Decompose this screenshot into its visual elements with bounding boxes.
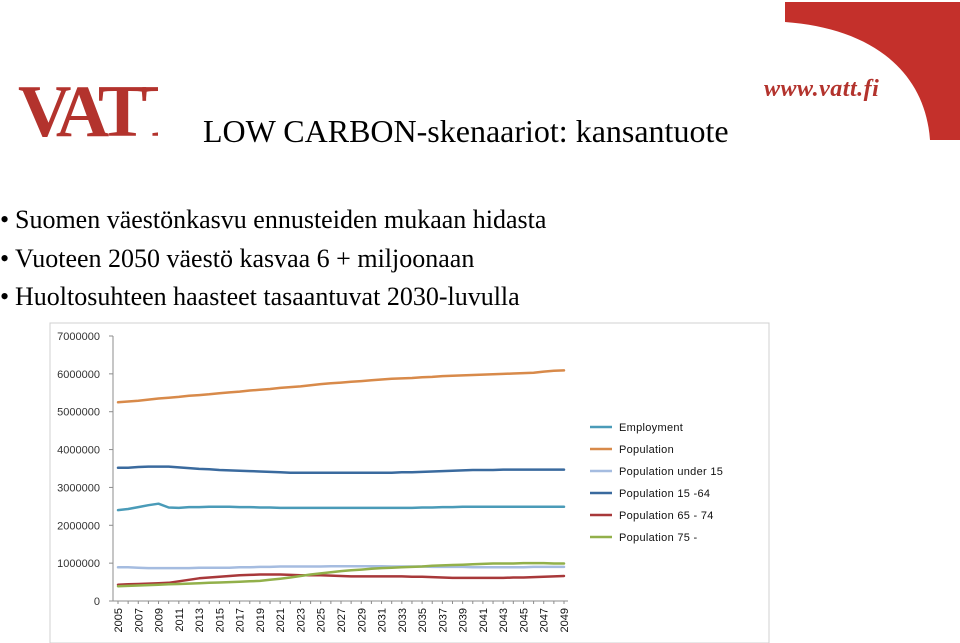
slide-title: LOW CARBON-skenaariot: kansantuote [203, 113, 729, 149]
bullet-list: • Suomen väestönkasvu ennusteiden mukaan … [0, 201, 546, 317]
svg-text:VATT: VATT [18, 78, 158, 148]
site-url[interactable]: www.vatt.fi [764, 76, 880, 102]
bullet-text: Vuoteen 2050 väestö kasvaa 6 + miljoonaa… [15, 243, 475, 273]
series-line [116, 465, 566, 474]
y-tick-label: 1000000 [57, 558, 100, 570]
x-tick-label: 2049 [559, 608, 571, 632]
x-tick-label: 2007 [133, 608, 145, 632]
bullet-item: • Suomen väestönkasvu ennusteiden mukaan … [0, 205, 547, 234]
x-tick-label: 2011 [174, 608, 186, 632]
legend-label: Population [619, 444, 674, 456]
y-tick-label: 0 [94, 596, 100, 608]
x-tick-label: 2037 [437, 608, 449, 632]
bullet-item: • Huoltosuhteen haasteet tasaantuvat 2030… [0, 282, 520, 311]
x-tick-label: 2017 [235, 608, 247, 632]
bullet-text: Suomen väestönkasvu ennusteiden mukaan h… [15, 205, 547, 234]
x-tick-label: 2039 [458, 608, 470, 632]
legend-label: Population 15 -64 [619, 488, 710, 500]
x-tick-label: 2043 [498, 608, 510, 632]
vatt-logo: VATT [18, 78, 158, 148]
x-tick-label: 2033 [397, 608, 409, 632]
y-tick-label: 4000000 [57, 445, 100, 457]
series-line [116, 502, 566, 512]
x-tick-label: 2023 [295, 608, 307, 632]
x-tick-label: 2035 [417, 608, 429, 632]
x-tick-label: 2045 [518, 608, 530, 632]
series-line [116, 561, 566, 588]
series-line [116, 573, 566, 586]
x-tick-label: 2005 [113, 608, 125, 632]
legend-label: Population 75 - [619, 532, 698, 544]
y-tick-label: 3000000 [57, 482, 100, 494]
x-tick-label: 2041 [478, 608, 490, 632]
y-tick-label: 5000000 [57, 407, 100, 419]
x-tick-label: 2021 [275, 608, 287, 632]
legend-label: Employment [619, 422, 683, 434]
x-tick-label: 2013 [194, 608, 206, 632]
x-tick-label: 2009 [154, 608, 166, 632]
x-tick-label: 2047 [539, 608, 551, 632]
x-tick-label: 2031 [377, 608, 389, 632]
x-tick-label: 2019 [255, 608, 267, 632]
y-tick-label: 2000000 [57, 520, 100, 532]
bullet-text: Huoltosuhteen haasteet tasaantuvat 2030-… [15, 282, 520, 311]
chart-frame [49, 322, 770, 643]
bullet-item: • Vuoteen 2050 väestö kasvaa 6 + miljoona… [0, 243, 475, 273]
series-line [116, 564, 566, 570]
series-line [116, 369, 566, 404]
x-tick-label: 2027 [336, 608, 348, 632]
x-tick-label: 2015 [214, 608, 226, 632]
legend-label: Population under 15 [619, 466, 723, 478]
x-tick-label: 2029 [356, 608, 368, 632]
legend-label: Population 65 - 74 [619, 510, 714, 522]
x-tick-label: 2025 [316, 608, 328, 632]
corner-ribbon [785, 2, 960, 140]
y-tick-label: 6000000 [57, 369, 100, 381]
y-tick-label: 7000000 [57, 331, 100, 343]
